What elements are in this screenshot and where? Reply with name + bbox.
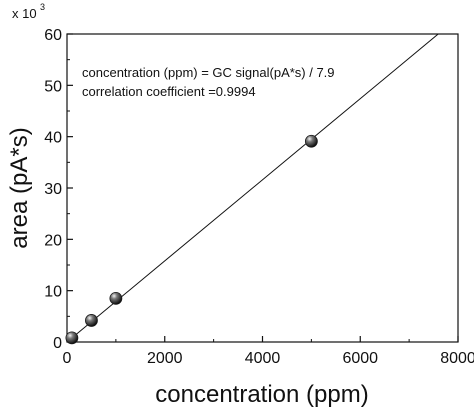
plot-frame xyxy=(66,33,459,343)
y-tick-label: 30 xyxy=(44,181,62,198)
data-point xyxy=(109,291,123,305)
y-tick-label: 20 xyxy=(44,232,62,249)
y-tick-label: 60 xyxy=(44,27,62,44)
y-tick-label: 50 xyxy=(44,78,62,95)
x-axis-ticks: 0 2000 4000 6000 8000 xyxy=(63,336,474,367)
x-axis-label: concentration (ppm) xyxy=(155,381,368,408)
annotation-equation: concentration (ppm) = GC signal(pA*s) / … xyxy=(82,65,335,80)
x-tick-label: 2000 xyxy=(147,350,183,367)
data-point xyxy=(65,331,79,345)
x-tick-label: 8000 xyxy=(440,350,474,367)
y-tick-label: 40 xyxy=(44,130,62,147)
data-point xyxy=(85,314,98,327)
data-points xyxy=(65,134,318,345)
y-tick-label: 0 xyxy=(53,335,62,352)
x-tick-label: 6000 xyxy=(342,350,378,367)
y-axis-label: area (pA*s) xyxy=(6,127,33,248)
x-tick-label: 4000 xyxy=(245,350,281,367)
y-multiplier-label: x 10 xyxy=(12,6,37,21)
annotation-correlation: correlation coefficient =0.9994 xyxy=(82,84,256,99)
y-axis-ticks: 0 10 20 30 40 50 60 xyxy=(44,27,73,352)
y-multiplier-exponent: 3 xyxy=(40,2,45,12)
data-point xyxy=(304,134,318,148)
regression-line xyxy=(67,34,439,342)
x-tick-label: 0 xyxy=(63,350,72,367)
y-tick-label: 10 xyxy=(44,284,62,301)
